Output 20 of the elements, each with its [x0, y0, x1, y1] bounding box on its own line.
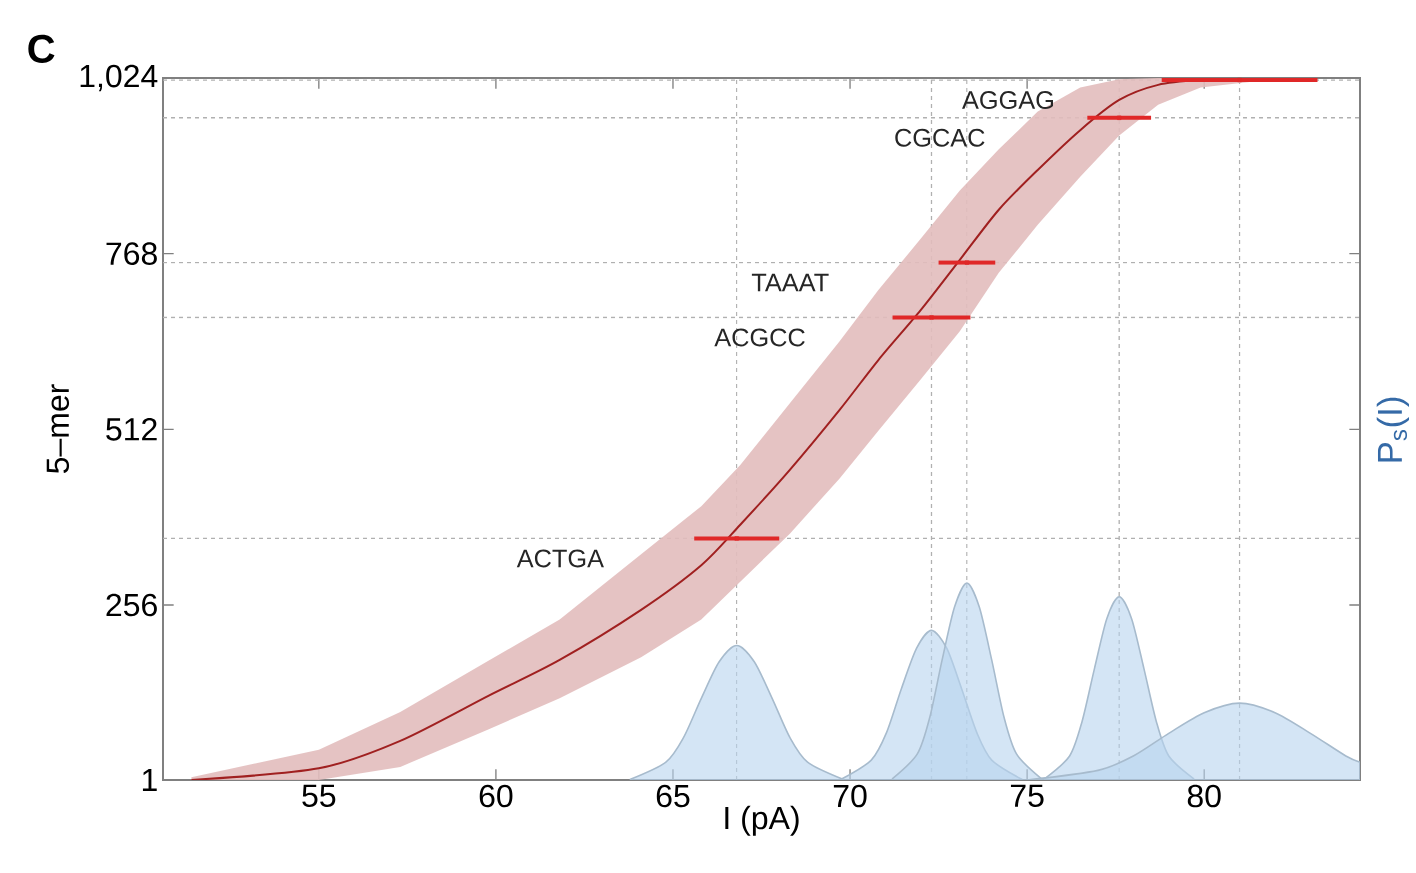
- annotation: CGCAC: [895, 128, 985, 147]
- x-tick-label: 75: [1010, 784, 1044, 808]
- x-tick-label: 60: [479, 784, 513, 808]
- x-axis-title: I (pA): [725, 805, 799, 836]
- x-tick-label: 70: [833, 784, 867, 808]
- y-tick-label: 1: [142, 768, 157, 791]
- annotation: ACGCC: [714, 328, 805, 347]
- x-tick-label: 80: [1187, 784, 1221, 808]
- y-tick-label: 256: [106, 593, 157, 617]
- x-tick-label: 65: [656, 784, 690, 808]
- annotation: TAAAT: [751, 273, 829, 292]
- annotation: ACTGA: [516, 549, 604, 568]
- annotation: AGGAG: [962, 91, 1053, 110]
- x-tick-label: 55: [302, 784, 336, 808]
- text: C: [28, 34, 55, 64]
- y-tick-label: 1,024: [80, 64, 158, 92]
- y2-axis-title: P$_{s}$(I): [1376, 397, 1410, 462]
- y-tick-label: 512: [106, 418, 157, 441]
- y-axis-title: 5–mer: [46, 384, 70, 474]
- y-tick-label: 768: [106, 242, 157, 265]
